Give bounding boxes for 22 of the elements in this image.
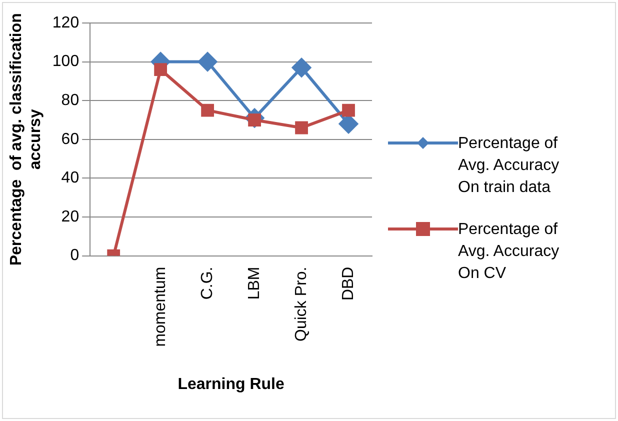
y-tick-label: 120	[52, 14, 80, 32]
x-tick-label: C.G.	[198, 266, 216, 300]
y-tick-label: 0	[70, 247, 80, 264]
y-tick-label: 20	[61, 208, 80, 226]
x-tick-label: LBM	[246, 266, 263, 300]
x-tick-label: Quick Pro.	[292, 266, 310, 342]
point	[292, 58, 312, 78]
point	[295, 121, 308, 134]
y-tick-label: 100	[52, 53, 80, 70]
x-tick-label: momentum	[152, 266, 169, 347]
point	[201, 104, 214, 117]
point	[342, 104, 355, 117]
y-tick-label: 80	[61, 92, 80, 109]
point	[154, 63, 168, 76]
y-axis-title: Percentage of avg. classification accursy	[8, 13, 44, 266]
legend-label: Percentage of Avg. Accuracy On CV	[458, 220, 560, 284]
point	[198, 52, 218, 72]
y-tick-label: 60	[61, 130, 80, 148]
x-axis-title: Learning Rule	[178, 376, 284, 393]
legend-label: Percentage of Avg. Accuracy On train data	[458, 134, 560, 198]
y-tick-label: 40	[61, 170, 80, 187]
x-tick-label: DBD	[340, 266, 357, 301]
